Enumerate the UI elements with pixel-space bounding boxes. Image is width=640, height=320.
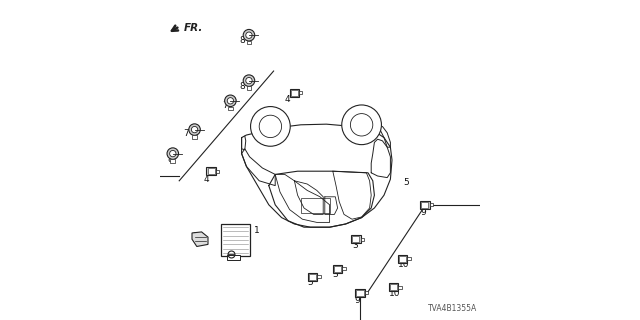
Circle shape — [170, 150, 176, 157]
FancyBboxPatch shape — [246, 86, 252, 90]
Circle shape — [191, 126, 198, 133]
Circle shape — [246, 32, 252, 38]
FancyBboxPatch shape — [420, 201, 430, 209]
Text: 7: 7 — [223, 101, 228, 110]
Polygon shape — [269, 171, 374, 227]
FancyBboxPatch shape — [398, 255, 408, 262]
FancyBboxPatch shape — [351, 236, 361, 243]
Text: TVA4B1355A: TVA4B1355A — [428, 304, 477, 313]
Text: 4: 4 — [204, 175, 209, 184]
FancyBboxPatch shape — [309, 274, 316, 280]
FancyBboxPatch shape — [365, 291, 368, 294]
FancyBboxPatch shape — [300, 91, 302, 94]
FancyBboxPatch shape — [422, 202, 429, 208]
Text: 9: 9 — [355, 296, 360, 305]
Text: 5: 5 — [307, 278, 313, 287]
FancyBboxPatch shape — [390, 284, 397, 291]
FancyBboxPatch shape — [192, 135, 197, 139]
Text: 7: 7 — [184, 129, 189, 138]
Text: 8: 8 — [167, 155, 173, 164]
Circle shape — [225, 95, 236, 107]
Circle shape — [250, 107, 290, 146]
Circle shape — [243, 75, 255, 86]
FancyBboxPatch shape — [398, 286, 402, 289]
FancyBboxPatch shape — [221, 224, 250, 256]
FancyBboxPatch shape — [228, 107, 233, 110]
Text: 1: 1 — [254, 226, 260, 235]
Polygon shape — [192, 232, 208, 246]
Text: 10: 10 — [388, 289, 400, 298]
FancyBboxPatch shape — [356, 290, 364, 296]
FancyBboxPatch shape — [246, 41, 252, 44]
FancyBboxPatch shape — [388, 284, 398, 291]
Text: FR.: FR. — [184, 23, 204, 33]
FancyBboxPatch shape — [334, 266, 341, 272]
Circle shape — [167, 148, 179, 159]
FancyBboxPatch shape — [342, 267, 346, 270]
FancyBboxPatch shape — [216, 170, 219, 173]
FancyBboxPatch shape — [291, 90, 298, 96]
Text: 8: 8 — [239, 36, 245, 45]
Text: 4: 4 — [285, 95, 291, 104]
Circle shape — [227, 98, 234, 104]
FancyBboxPatch shape — [399, 255, 406, 262]
Text: 3: 3 — [332, 270, 338, 279]
Text: 10: 10 — [398, 260, 410, 269]
Text: 2: 2 — [192, 232, 198, 241]
FancyBboxPatch shape — [355, 289, 365, 297]
Text: 3: 3 — [352, 241, 358, 250]
FancyBboxPatch shape — [308, 273, 317, 281]
Polygon shape — [242, 149, 275, 186]
FancyBboxPatch shape — [290, 89, 300, 97]
FancyBboxPatch shape — [207, 168, 215, 174]
Text: 8: 8 — [239, 82, 245, 91]
FancyBboxPatch shape — [430, 203, 433, 206]
FancyBboxPatch shape — [170, 159, 175, 163]
FancyBboxPatch shape — [227, 255, 240, 260]
FancyBboxPatch shape — [317, 275, 321, 278]
Circle shape — [246, 77, 252, 84]
FancyBboxPatch shape — [361, 238, 364, 241]
Circle shape — [189, 124, 200, 135]
FancyBboxPatch shape — [333, 265, 342, 273]
Polygon shape — [371, 139, 390, 178]
Text: 6: 6 — [229, 252, 234, 260]
Circle shape — [342, 105, 381, 145]
Polygon shape — [242, 124, 392, 227]
FancyBboxPatch shape — [408, 257, 411, 260]
FancyBboxPatch shape — [206, 167, 216, 175]
Circle shape — [243, 29, 255, 41]
Text: 9: 9 — [421, 208, 426, 217]
FancyBboxPatch shape — [352, 236, 360, 243]
Text: 5: 5 — [403, 178, 409, 187]
